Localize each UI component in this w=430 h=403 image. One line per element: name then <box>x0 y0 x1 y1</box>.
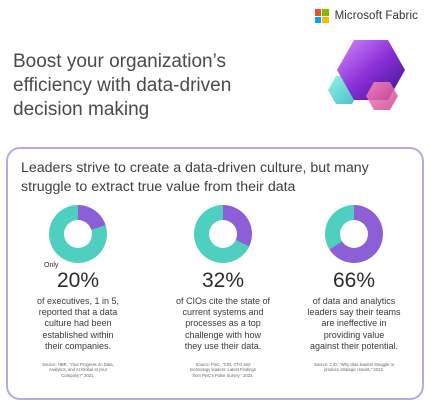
stat-prefix: Only <box>44 262 59 269</box>
source-line: produce strategic results,” 2023. <box>324 367 384 373</box>
stat-source: Source: CIO, “Why data leaders struggle … <box>294 362 414 373</box>
logo-square-red <box>314 9 322 16</box>
card-title-line: struggle to extract true value from thei… <box>21 178 296 195</box>
source-line: from PwC’s Pulse Survey,” 2023. <box>192 372 254 378</box>
donut-chart <box>325 205 383 263</box>
description-line: challenge with how <box>184 329 262 340</box>
description-line: against their potential. <box>309 340 399 351</box>
stat-description: of CIOs cite the state of current system… <box>163 296 283 352</box>
donut-chart <box>194 205 252 263</box>
stat-cios: 32% of CIOs cite the state of current sy… <box>163 205 283 398</box>
source-line: Company?” 2021. <box>61 372 95 378</box>
description-line: are ineffective in <box>321 318 387 329</box>
stat-value: 66% <box>332 269 376 292</box>
stat-executives: Only 20% of executives, 1 in 5, reported… <box>18 205 138 398</box>
description-line: of executives, 1 in 5, <box>36 296 120 306</box>
description-line: of data and analytics <box>312 296 396 306</box>
source-line: Source: PwC, “CIO, CTO and <box>195 362 251 367</box>
description-line: processes as a top <box>185 318 261 329</box>
source-line: technology leaders: Latest Findings <box>190 367 256 373</box>
stat-value: 20% <box>56 269 100 292</box>
logo-square-blue <box>314 16 322 23</box>
stat-source: Source: PwC, “CIO, CTO and technology le… <box>163 362 283 378</box>
logo-square-yellow <box>322 16 329 23</box>
headline-line: efficiency with data-driven <box>13 75 232 96</box>
description-line: leaders say their teams <box>307 307 401 318</box>
description-line: of CIOs cite the state of <box>175 296 271 306</box>
description-line: established within <box>42 329 114 340</box>
page-headline: Boost your organization’s efficiency wit… <box>13 50 298 122</box>
brand-name: Microsoft Fabric <box>334 10 418 22</box>
stat-value: 32% <box>201 269 245 292</box>
source-line: Source: HBR, “Your Progress on Data, <box>42 362 114 367</box>
donut-chart <box>49 205 107 263</box>
headline-line: Boost your organization’s <box>13 51 226 72</box>
description-line: they use their data. <box>184 340 262 351</box>
description-line: reported that a data <box>38 307 118 318</box>
stat-description: of executives, 1 in 5, reported that a d… <box>18 296 138 352</box>
card-title: Leaders strive to create a data-driven c… <box>21 159 416 196</box>
logo-square-green <box>322 9 329 16</box>
headline-line: decision making <box>13 99 150 120</box>
stat-source: Source: HBR, “Your Progress on Data, Ana… <box>18 362 138 378</box>
stats-card: Leaders strive to create a data-driven c… <box>6 147 424 400</box>
hexagon-pink <box>366 82 398 110</box>
description-line: current systems and <box>182 307 264 318</box>
description-line: providing value <box>323 329 385 340</box>
source-line: Analytics, and AI Global at your <box>48 367 108 373</box>
stat-description: of data and analytics leaders say their … <box>294 296 414 352</box>
description-line: their companies. <box>44 340 112 351</box>
brand-header: Microsoft Fabric <box>314 9 418 23</box>
stat-data-leaders: 66% of data and analytics leaders say th… <box>294 205 414 398</box>
description-line: culture had been <box>44 318 112 329</box>
card-title-line: Leaders strive to create a data-driven c… <box>21 160 369 176</box>
microsoft-logo-icon <box>314 9 329 23</box>
hexagon-art-icon <box>328 40 405 110</box>
source-line: Source: CIO, “Why data leaders struggle … <box>313 362 395 367</box>
